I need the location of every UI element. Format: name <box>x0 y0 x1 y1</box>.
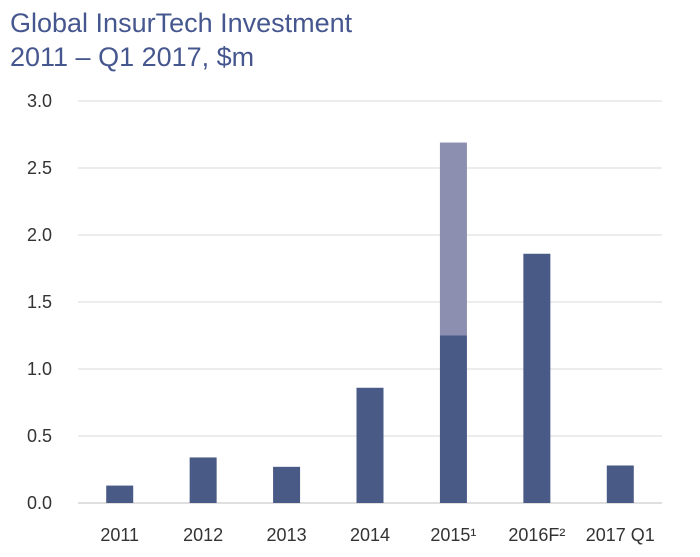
y-tick-label: 2.0 <box>27 225 52 245</box>
bar-2015--segment-1 <box>439 142 467 336</box>
y-tick-label: 1.0 <box>27 359 52 379</box>
bar-2012 <box>189 457 217 503</box>
bar-2011 <box>106 485 134 503</box>
bar-2014 <box>356 387 384 503</box>
y-tick-label: 0.5 <box>27 426 52 446</box>
chart-title: Global InsurTech Investment <box>10 8 353 38</box>
x-tick-label: 2013 <box>267 525 307 545</box>
x-tick-label: 2015¹ <box>430 525 476 545</box>
bar-2013 <box>273 466 301 503</box>
chart-subtitle: 2011 – Q1 2017, $m <box>10 42 255 72</box>
chart-title-block: Global InsurTech Investment 2011 – Q1 20… <box>10 6 352 74</box>
x-tick-label: 2016F² <box>508 525 565 545</box>
y-tick-label: 0.0 <box>27 493 52 513</box>
x-tick-label: 2014 <box>350 525 390 545</box>
x-tick-label: 2011 <box>100 525 139 545</box>
bar-2017-q1 <box>606 465 634 503</box>
y-tick-label: 2.5 <box>27 158 52 178</box>
x-tick-label: 2012 <box>183 525 223 545</box>
y-tick-label: 3.0 <box>27 91 52 111</box>
bar-2016f- <box>523 253 551 503</box>
x-tick-label: 2017 Q1 <box>586 525 655 545</box>
bar-2015- <box>439 335 467 503</box>
y-tick-label: 1.5 <box>27 292 52 312</box>
